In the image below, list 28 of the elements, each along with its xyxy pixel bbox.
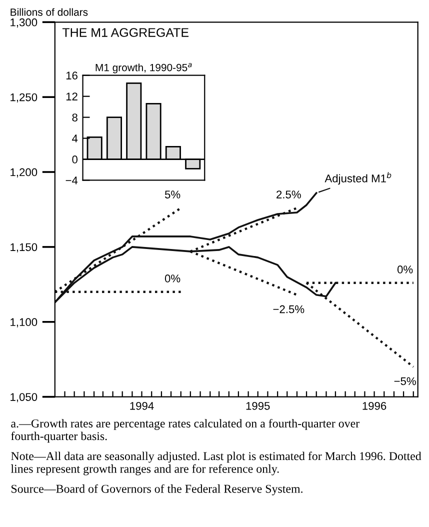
text: a.—Growth rates are percentage rates calculated on a fourth-quarter over fourth-quarter basis. bbox=[11, 418, 360, 443]
y-tick-label: 1,250 bbox=[10, 93, 38, 103]
chart-title: THE M1 AGGREGATE bbox=[62, 28, 189, 37]
y-tick-label: 4 bbox=[72, 134, 78, 142]
y-axis-title: Billions of dollars bbox=[10, 8, 88, 16]
series-label: −5% bbox=[394, 377, 416, 386]
series-label: Adjusted M1$^{b}$ bbox=[324, 172, 392, 185]
y-tick-label: 0 bbox=[72, 156, 78, 164]
y-tick-label: 1,150 bbox=[10, 243, 38, 252]
series-label: 5% bbox=[164, 190, 180, 198]
x-tick-label: 1994 bbox=[130, 402, 154, 410]
y-tick-label: 1,050 bbox=[10, 393, 38, 402]
series-label: 0% bbox=[164, 274, 180, 282]
series-label: 2.5% bbox=[276, 190, 301, 198]
y-tick-label: 12 bbox=[66, 92, 78, 100]
y-tick-label: 8 bbox=[72, 114, 78, 122]
x-tick-label: 1996 bbox=[362, 402, 386, 410]
y-tick-label: −4 bbox=[66, 176, 78, 184]
series-label: −2.5% bbox=[273, 305, 304, 314]
source-note: Source—Board of Governors of the Federal Reserve System. bbox=[12, 484, 302, 496]
series-label: 0% bbox=[397, 266, 413, 274]
y-tick-label: 1,200 bbox=[10, 168, 38, 178]
x-tick-label: 1995 bbox=[246, 402, 270, 410]
chart-title: M1 growth, 1990-95$^{a}$ bbox=[96, 63, 192, 74]
y-tick-label: 1,100 bbox=[10, 318, 38, 328]
y-tick-label: 16 bbox=[66, 72, 78, 80]
text: Note—All data are seasonally adjusted. Last plot is estimated for March 1996. Dotted lines represent growth ranges and are for reference only. bbox=[10, 452, 422, 476]
y-tick-label: 1,300 bbox=[10, 18, 38, 28]
